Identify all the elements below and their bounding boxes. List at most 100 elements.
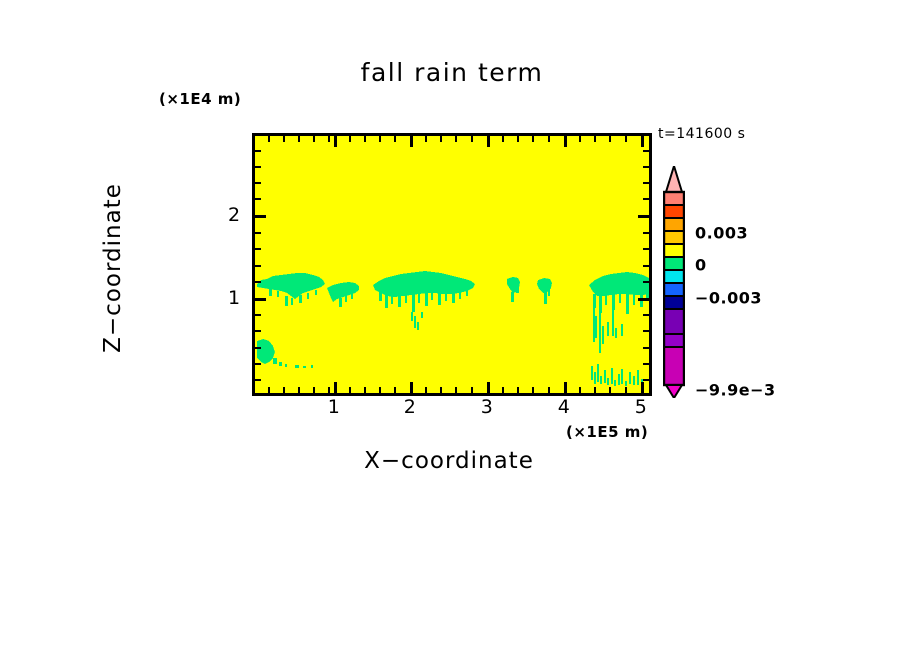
x-axis-title: X−coordinate [364, 448, 534, 474]
y-tick-minor [255, 150, 261, 152]
x-tick-minor [283, 387, 285, 393]
x-tick-minor [313, 387, 315, 393]
x-tick-minor [517, 387, 519, 393]
x-tick-major [410, 382, 413, 393]
x-tick-major [334, 382, 337, 393]
y-tick-minor [255, 347, 261, 349]
x-tick-top-major [564, 136, 567, 147]
y-tick-minor [255, 182, 261, 184]
x-tick-label: 3 [480, 396, 494, 418]
x-tick-minor [625, 387, 627, 393]
x-tick-top-minor [517, 136, 519, 142]
x-tick-top-minor [349, 136, 351, 142]
x-tick-top-minor [471, 136, 473, 142]
x-axis-unit-label: (×1E5 m) [566, 423, 649, 441]
y-tick-minor [255, 198, 261, 200]
x-tick-minor [548, 387, 550, 393]
x-tick-top-major [410, 136, 413, 147]
colorbar-label: −9.9e−3 [695, 380, 776, 400]
x-tick-label: 2 [403, 396, 417, 418]
plot-area [252, 133, 652, 396]
colorbar-label: 0 [695, 255, 707, 275]
y-tick-minor [255, 314, 261, 316]
x-tick-minor [594, 387, 596, 393]
colorbar: 0.003 0 −0.003 −9.9e−3 [663, 166, 775, 400]
y-tick-minor [255, 330, 261, 332]
x-tick-top-minor [455, 136, 457, 142]
x-tick-minor [268, 387, 270, 393]
x-tick-top-minor [594, 136, 596, 142]
x-tick-top-major [641, 136, 644, 147]
y-axis-title: Z−coordinate [100, 183, 126, 353]
y-tick-right-minor [643, 363, 649, 365]
x-tick-top-major [487, 136, 490, 147]
y-tick-right-minor [643, 150, 649, 152]
x-tick-minor [471, 387, 473, 393]
y-tick-right-minor [643, 166, 649, 168]
y-tick-right-minor [643, 347, 649, 349]
y-tick-right-minor [643, 314, 649, 316]
x-tick-minor [379, 387, 381, 393]
x-tick-top-minor [328, 136, 330, 142]
y-tick-minor [255, 248, 261, 250]
x-tick-top-minor [313, 136, 315, 142]
x-tick-top-major [334, 136, 337, 147]
x-tick-top-minor [548, 136, 550, 142]
x-tick-major [641, 382, 644, 393]
x-tick-minor [328, 387, 330, 393]
x-tick-top-minor [364, 136, 366, 142]
y-tick-minor [255, 232, 261, 234]
y-tick-major [255, 215, 266, 218]
y-tick-minor [255, 281, 261, 283]
y-tick-right-minor [643, 265, 649, 267]
y-tick-minor [255, 363, 261, 365]
x-tick-minor [349, 387, 351, 393]
y-tick-label: 1 [228, 287, 241, 309]
y-tick-label: 2 [228, 204, 241, 226]
x-tick-top-minor [579, 136, 581, 142]
x-tick-label: 4 [557, 396, 571, 418]
page-title: fall rain term [360, 58, 544, 87]
x-tick-minor [609, 387, 611, 393]
x-tick-minor [532, 387, 534, 393]
x-tick-top-minor [609, 136, 611, 142]
x-tick-minor [579, 387, 581, 393]
x-tick-top-minor [440, 136, 442, 142]
x-tick-top-minor [283, 136, 285, 142]
x-tick-top-minor [394, 136, 396, 142]
y-tick-right-major [638, 215, 649, 218]
y-tick-right-minor [643, 182, 649, 184]
y-tick-minor [255, 166, 261, 168]
x-tick-top-minor [268, 136, 270, 142]
x-tick-label: 1 [327, 396, 341, 418]
y-tick-major [255, 298, 266, 301]
x-tick-major [487, 382, 490, 393]
y-tick-right-minor [643, 379, 649, 381]
x-tick-top-minor [298, 136, 300, 142]
x-tick-label: 5 [634, 396, 648, 418]
y-tick-right-minor [643, 248, 649, 250]
x-tick-top-minor [625, 136, 627, 142]
y-axis-unit-label: (×1E4 m) [159, 90, 242, 108]
y-tick-minor [255, 379, 261, 381]
contour-canvas [255, 136, 649, 393]
timestamp-annotation: t=141600 s [658, 126, 746, 142]
x-tick-minor [364, 387, 366, 393]
x-tick-minor [502, 387, 504, 393]
x-tick-minor [440, 387, 442, 393]
x-tick-top-minor [379, 136, 381, 142]
x-tick-minor [425, 387, 427, 393]
x-tick-minor [298, 387, 300, 393]
colorbar-label: 0.003 [695, 223, 749, 243]
x-tick-major [564, 382, 567, 393]
x-tick-top-minor [532, 136, 534, 142]
y-tick-right-minor [643, 281, 649, 283]
x-tick-minor [455, 387, 457, 393]
x-tick-minor [394, 387, 396, 393]
y-tick-right-minor [643, 198, 649, 200]
y-tick-minor [255, 265, 261, 267]
x-tick-top-minor [425, 136, 427, 142]
colorbar-label: −0.003 [695, 288, 763, 308]
x-tick-top-minor [502, 136, 504, 142]
